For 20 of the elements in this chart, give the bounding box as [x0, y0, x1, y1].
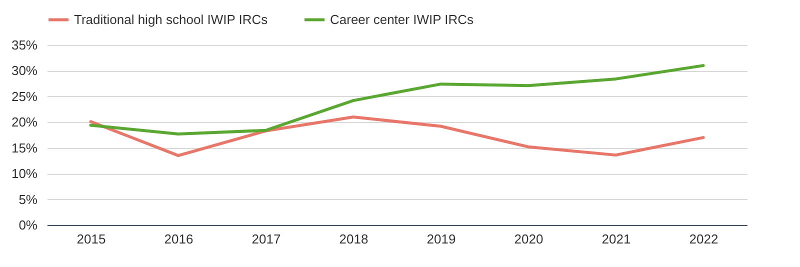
legend-label: Career center IWIP IRCs: [330, 12, 474, 27]
x-tick-label: 2021: [602, 232, 631, 246]
y-tick-label: 10%: [11, 166, 38, 182]
legend-label: Traditional high school IWIP IRCs: [74, 12, 268, 27]
y-tick-label: 30%: [11, 63, 38, 78]
line-series: [89, 116, 705, 158]
y-tick-label: 25%: [11, 88, 38, 104]
x-tick-label: 2015: [76, 232, 106, 246]
x-tick-label: 2019: [426, 232, 456, 246]
x-tick-label: 2022: [689, 232, 718, 246]
y-tick-label: 20%: [11, 114, 38, 130]
y-tick-label: 15%: [11, 140, 38, 156]
y-tick-label: 5%: [18, 192, 38, 207]
x-tick-label: 2016: [164, 232, 194, 246]
x-tick-label: 2020: [514, 232, 544, 246]
x-tick-label: 2017: [252, 232, 281, 246]
y-tick-label: 0%: [18, 218, 38, 232]
y-tick-label: 35%: [11, 38, 38, 52]
x-tick-label: 2018: [339, 232, 368, 246]
line-series: [89, 64, 705, 136]
